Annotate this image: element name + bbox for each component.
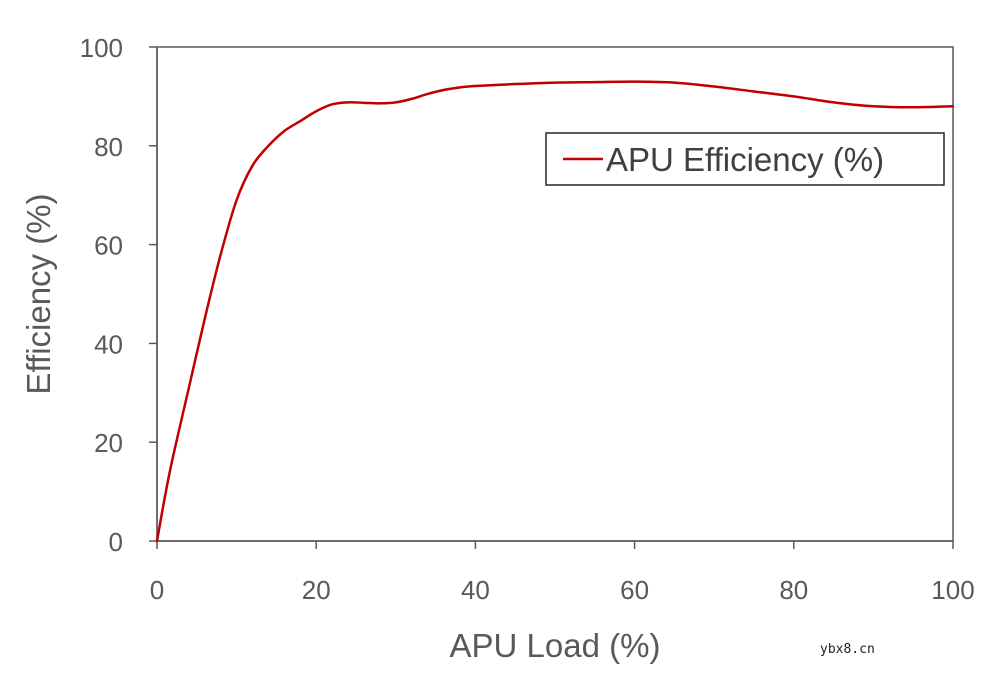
x-tick-label-20: 20 (302, 575, 331, 605)
y-tick-label-40: 40 (94, 329, 123, 359)
legend-box (545, 132, 945, 186)
x-tick-label-100: 100 (931, 575, 974, 605)
y-tick-label-0: 0 (109, 527, 123, 557)
y-axis-ticks: 0 20 40 60 80 100 (80, 33, 157, 557)
x-tick-label-40: 40 (461, 575, 490, 605)
watermark: ybx8.cn (820, 642, 875, 657)
legend-label-apu-efficiency: APU Efficiency (%) (606, 141, 884, 178)
x-axis-ticks: 0 20 40 60 80 100 (150, 541, 975, 605)
x-axis-title: APU Load (%) (450, 627, 661, 664)
y-tick-label-60: 60 (94, 231, 123, 261)
y-axis-title: Efficiency (%) (20, 193, 57, 394)
x-tick-label-60: 60 (620, 575, 649, 605)
y-tick-label-100: 100 (80, 33, 123, 63)
series-layer (155, 80, 955, 543)
legend: APU Efficiency (%) (545, 132, 945, 186)
y-tick-label-20: 20 (94, 428, 123, 458)
series-line-apu-efficiency (155, 80, 955, 543)
plot-frame (156, 46, 954, 542)
y-tick-label-80: 80 (94, 132, 123, 162)
plot-area (156, 46, 954, 542)
x-tick-label-0: 0 (150, 575, 164, 605)
x-tick-label-80: 80 (779, 575, 808, 605)
